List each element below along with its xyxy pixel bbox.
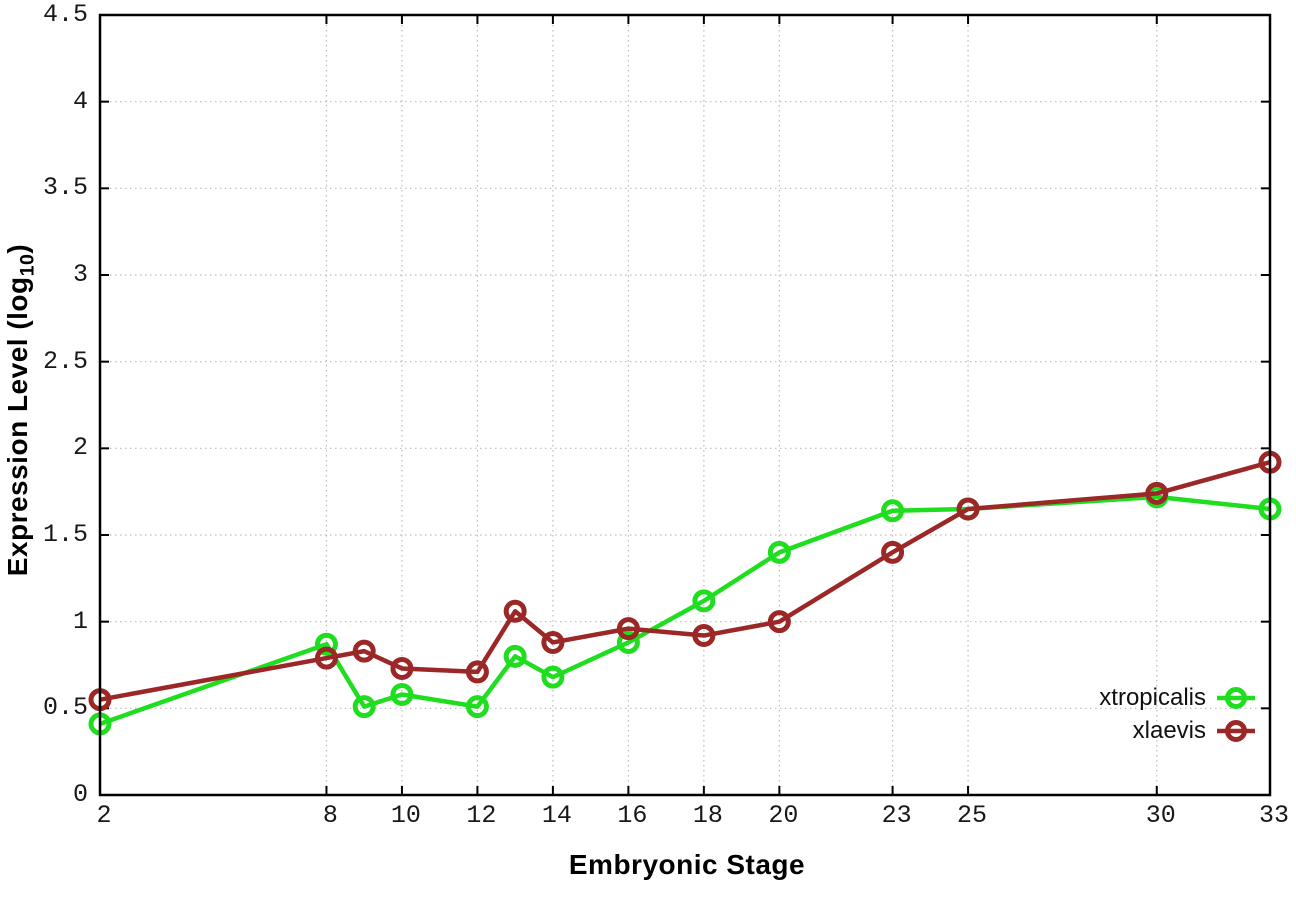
data-point-xlaevis-9 [352,639,376,663]
data-point-xtropicalis-16 [616,630,640,654]
data-point-xlaevis-12 [465,660,489,684]
data-point-xtropicalis-13 [503,644,527,668]
data-point-xlaevis-18 [692,624,716,648]
data-point-xlaevis-14 [541,630,565,654]
legend-label-xtropicalis: xtropicalis [1099,683,1206,711]
data-point-xlaevis-23 [881,540,905,564]
legend-marker-xtropicalis [1217,686,1255,709]
y-axis-title-subscript: 10 [16,253,39,277]
data-point-xlaevis-13 [503,599,527,623]
data-point-xtropicalis-9 [352,695,376,719]
series-line-xtropicalis [99,494,1271,727]
y-axis-title-text: Expression Level (log [2,276,33,577]
data-point-xtropicalis-14 [541,665,565,689]
legend-marker-xlaevis [1217,719,1255,742]
legend-item-xlaevis: xlaevis [1099,714,1256,747]
data-point-xlaevis-20 [767,610,791,634]
data-point-xlaevis-10 [390,656,414,680]
data-point-xlaevis-16 [616,617,640,641]
data-point-xtropicalis-8 [314,632,338,656]
data-point-xlaevis-8 [314,646,338,670]
x-axis-title: Embryonic Stage [568,849,806,880]
data-point-xtropicalis-12 [465,695,489,719]
data-point-xlaevis-25 [956,497,980,521]
data-point-xlaevis-30 [1145,481,1169,505]
y-axis-title: Expression Level (log10) [2,170,39,650]
data-point-xtropicalis-10 [390,682,414,706]
chart-legend: xtropicalis xlaevis [1099,681,1256,747]
plot-border [98,13,1272,797]
legend-item-xtropicalis: xtropicalis [1099,681,1256,714]
data-point-xtropicalis-20 [767,540,791,564]
data-point-xtropicalis-23 [881,499,905,523]
legend-label-xlaevis: xlaevis [1132,716,1206,744]
y-axis-title-close-paren: ) [2,243,33,254]
data-point-xtropicalis-18 [692,589,716,613]
